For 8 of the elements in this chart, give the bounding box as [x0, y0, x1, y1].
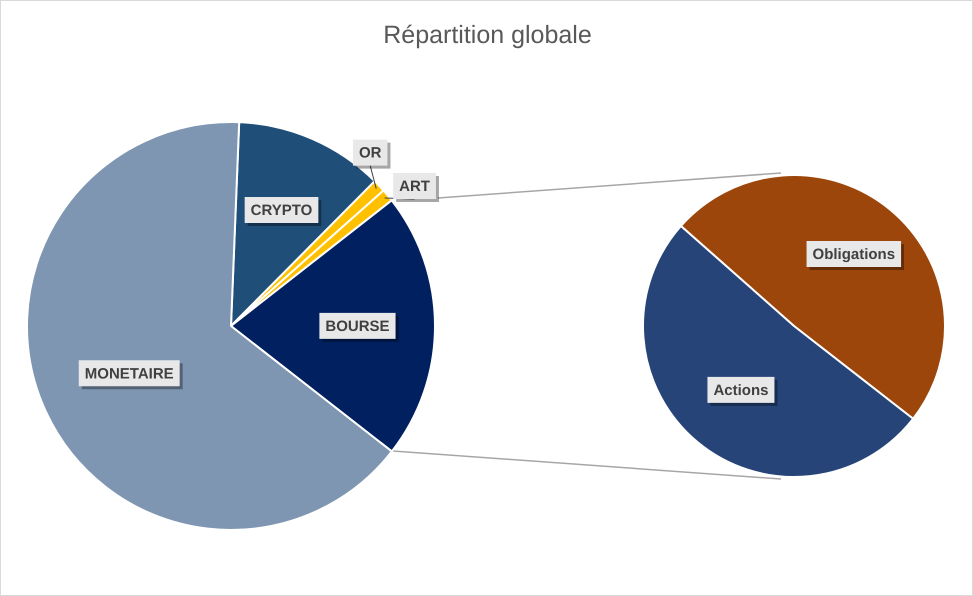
slice-label: OR — [358, 144, 382, 162]
text: Répartition globale — [382, 21, 593, 50]
slice-label: BOURSE — [325, 318, 390, 336]
slice-label: CRYPTO — [250, 202, 313, 220]
slice-label: ART — [399, 178, 430, 196]
slice-label: Actions — [713, 382, 768, 400]
slice-label: Obligations — [812, 246, 896, 264]
slice-label: MONETAIRE — [84, 365, 174, 382]
